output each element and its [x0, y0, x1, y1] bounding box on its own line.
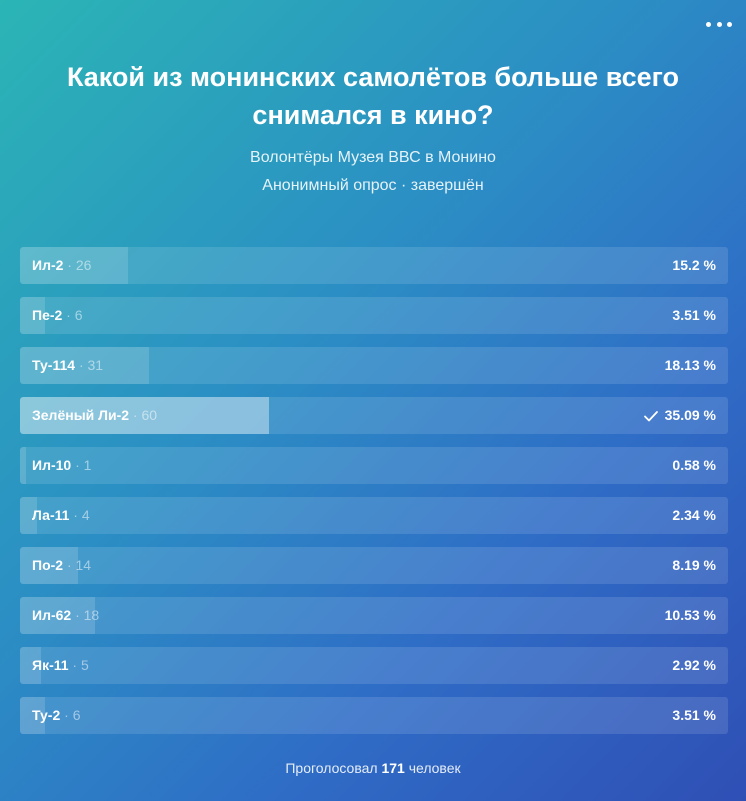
- poll-option-percent: 3.51 %: [672, 697, 716, 734]
- poll-option-fill: [20, 597, 95, 634]
- poll-option-label: Зелёный Ли-2 · 60: [32, 397, 157, 434]
- poll-option-label: Ту-2 · 6: [32, 697, 81, 734]
- poll-option[interactable]: Ил-10 · 1 0.58 %: [20, 447, 728, 484]
- poll-option-votes: · 1: [71, 457, 92, 473]
- poll-option[interactable]: Ил-62 · 18 10.53 %: [20, 597, 728, 634]
- poll-option-fill: [20, 347, 149, 384]
- poll-option-percent: 2.34 %: [672, 497, 716, 534]
- total-votes: 171: [381, 760, 405, 776]
- poll-option-percent-value: 35.09 %: [664, 407, 716, 423]
- more-dots-icon: [716, 21, 722, 27]
- poll-option-fill: [20, 647, 41, 684]
- poll-option-name: Ту-114: [32, 357, 76, 373]
- poll-option-fill: [20, 497, 37, 534]
- poll-option[interactable]: Ла-11 · 4 2.34 %: [20, 497, 728, 534]
- poll-option-percent: 35.09 %: [643, 397, 716, 434]
- poll-option-percent: 15.2 %: [672, 247, 716, 284]
- poll-option-label: Ил-62 · 18: [32, 597, 99, 634]
- poll-option-percent: 10.53 %: [665, 597, 716, 634]
- poll-option-percent-value: 10.53 %: [664, 607, 716, 623]
- poll-option-votes: · 60: [129, 407, 158, 423]
- check-icon: [643, 410, 658, 421]
- more-dots-icon: [706, 21, 711, 27]
- poll-option-percent-value: 3.51 %: [672, 307, 716, 323]
- poll-option-name: Зелёный Ли-2: [32, 407, 130, 423]
- poll-option-percent-value: 18.13 %: [664, 357, 716, 373]
- poll-meta: Анонимный опрос · завершён: [262, 177, 484, 194]
- poll-option-label: Ил-10 · 1: [32, 447, 91, 484]
- poll-option[interactable]: Зелёный Ли-2 · 60 35.09 %: [20, 397, 728, 434]
- poll-option-percent: 18.13 %: [665, 347, 716, 384]
- poll-option-votes: · 26: [63, 257, 92, 273]
- footer-prefix: Проголосовал: [285, 760, 382, 776]
- poll-option-fill: [20, 547, 79, 584]
- poll-option-name: Ту-2: [32, 707, 61, 723]
- poll-option-fill: [20, 697, 45, 734]
- poll-option-votes: · 5: [68, 657, 89, 673]
- poll-option-name: Ил-62: [32, 607, 72, 623]
- poll-options: Ил-2 · 26 15.2 % Пе-2 · 6 3.51 % Ту-114 · 31…: [20, 247, 728, 747]
- more-options-button[interactable]: [706, 12, 732, 36]
- poll-option-name: По-2: [32, 557, 64, 573]
- poll-option-name: Ил-10: [32, 457, 72, 473]
- poll-option[interactable]: Ту-2 · 6 3.51 %: [20, 697, 728, 734]
- poll-option[interactable]: Як-11 · 5 2.92 %: [20, 647, 728, 684]
- poll-option-fill: [20, 447, 27, 484]
- poll-option[interactable]: Пе-2 · 6 3.51 %: [20, 297, 728, 334]
- poll-option-label: Ла-11 · 4: [32, 497, 90, 534]
- footer-suffix: человек: [404, 760, 461, 776]
- poll-option[interactable]: Ту-114 · 31 18.13 %: [20, 347, 728, 384]
- poll-option-votes: · 31: [75, 357, 104, 373]
- poll-option-name: Ла-11: [32, 507, 70, 523]
- poll-option-label: Ил-2 · 26: [32, 247, 91, 284]
- poll-option-label: Пе-2 · 6: [32, 297, 83, 334]
- poll-title: Какой из монинских самолётов больше всег…: [66, 62, 680, 130]
- poll-option-percent-value: 0.58 %: [672, 457, 716, 473]
- poll-author: Волонтёры Музея ВВС в Монино: [250, 149, 496, 166]
- poll-option-votes: · 18: [71, 607, 100, 623]
- poll-option-percent: 0.58 %: [672, 447, 716, 484]
- poll-option-votes: · 4: [69, 507, 90, 523]
- poll-option-percent-value: 2.92 %: [672, 657, 716, 673]
- poll-option-label: Ту-114 · 31: [32, 347, 103, 384]
- poll-option-label: По-2 · 14: [32, 547, 91, 584]
- poll-option-votes: · 6: [60, 707, 81, 723]
- more-dots-icon: [727, 21, 732, 27]
- poll-option-name: Як-11: [32, 657, 69, 673]
- poll-option[interactable]: По-2 · 14 8.19 %: [20, 547, 728, 584]
- poll-option-percent-value: 3.51 %: [672, 707, 716, 723]
- poll-option-fill: [20, 247, 128, 284]
- poll-option-percent: 8.19 %: [672, 547, 716, 584]
- poll-option-name: Пе-2: [32, 307, 63, 323]
- poll-option-percent-value: 15.2 %: [672, 257, 716, 273]
- poll-option-votes: · 14: [63, 557, 92, 573]
- poll-footer: Проголосовал 171 человек: [0, 758, 746, 778]
- poll-option-fill: [20, 397, 270, 434]
- poll-option-percent: 2.92 %: [672, 647, 716, 684]
- poll-option-percent-value: 8.19 %: [672, 557, 716, 573]
- poll-option[interactable]: Ил-2 · 26 15.2 %: [20, 247, 728, 284]
- poll-option-fill: [20, 297, 45, 334]
- poll-option-percent: 3.51 %: [672, 297, 716, 334]
- poll-option-label: Як-11 · 5: [32, 647, 89, 684]
- poll-option-percent-value: 2.34 %: [672, 507, 716, 523]
- poll-option-votes: · 6: [62, 307, 83, 323]
- poll-option-name: Ил-2: [32, 257, 64, 273]
